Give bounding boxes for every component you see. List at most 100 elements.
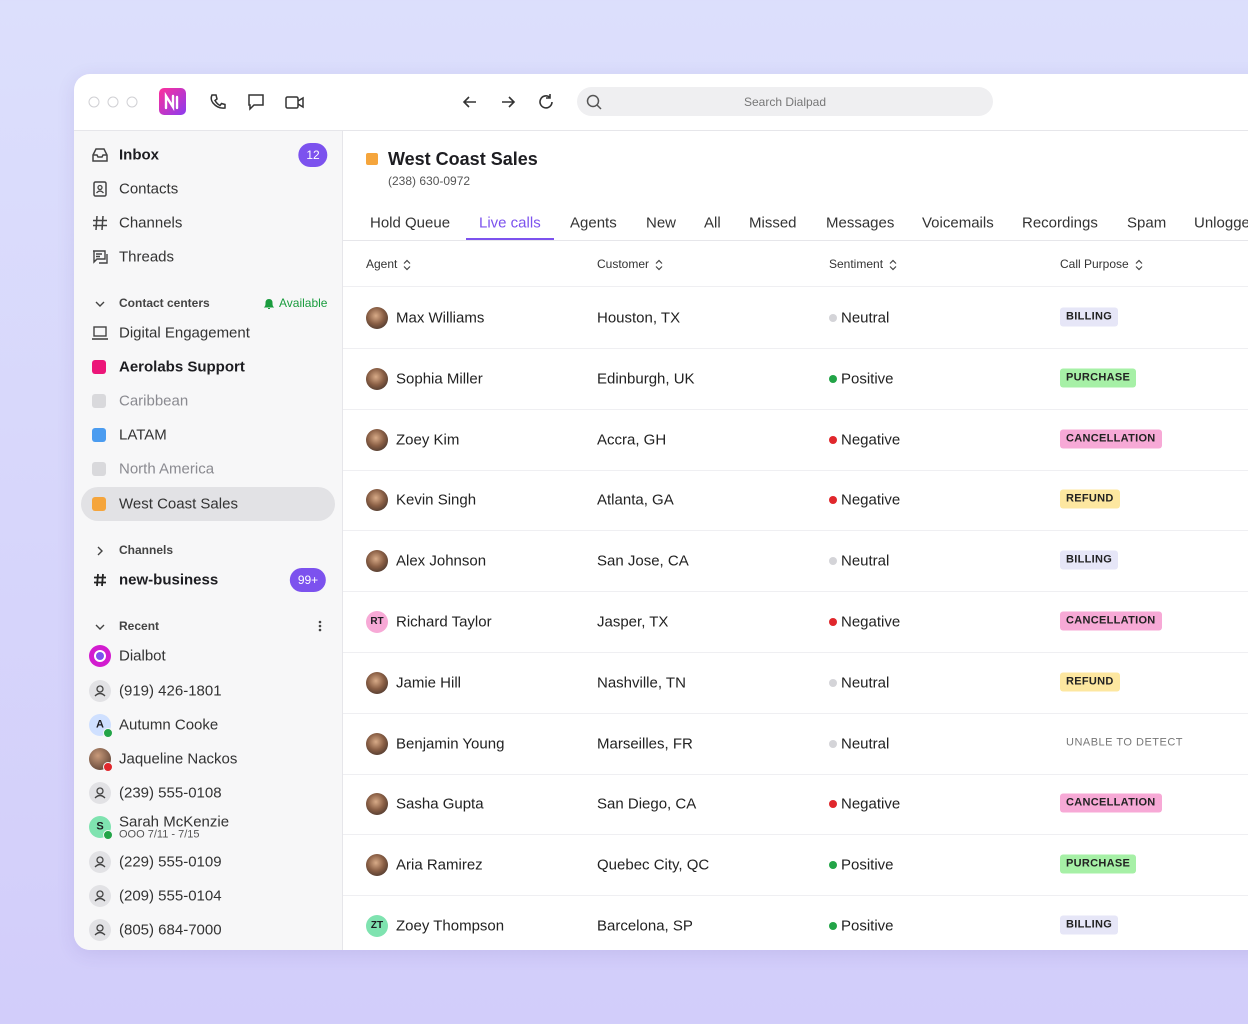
call-purpose: BILLING	[1060, 915, 1119, 935]
agent-name: Zoey Thompson	[396, 917, 505, 935]
agent-name: Jamie Hill	[396, 674, 462, 692]
sort-icon	[655, 258, 663, 271]
contact-avatar	[89, 782, 111, 804]
channel-item[interactable]: new-business	[119, 571, 219, 589]
nav-item[interactable]: Inbox	[119, 146, 159, 164]
row-divider	[343, 591, 1248, 593]
agent-name: Sasha Gupta	[396, 795, 484, 813]
sentiment: Neutral	[841, 309, 890, 327]
row-divider	[343, 408, 1248, 410]
header-title: West Coast Sales	[388, 149, 538, 169]
reload-button[interactable]	[536, 92, 556, 112]
center-item[interactable]: Aerolabs Support	[119, 358, 245, 376]
tab[interactable]: Recordings	[1022, 214, 1098, 232]
call-purpose: REFUND	[1060, 489, 1120, 509]
center-item[interactable]: Caribbean	[119, 392, 189, 410]
tab[interactable]: New	[646, 214, 677, 232]
recent-item[interactable]: (919) 426-1801	[119, 682, 222, 700]
tab[interactable]: Messages	[826, 214, 895, 232]
agent-name: Aria Ramirez	[396, 856, 483, 874]
badge: 12	[298, 143, 328, 167]
center-item[interactable]: Digital Engagement	[119, 324, 250, 342]
avatar-initials: S	[96, 820, 104, 833]
center-item[interactable]: West Coast Sales	[119, 495, 238, 513]
sentiment-dot	[829, 618, 837, 626]
sentiment-dot	[829, 314, 837, 322]
tab[interactable]: Voicemails	[922, 214, 994, 232]
tab[interactable]: Agents	[570, 214, 617, 232]
tab[interactable]: All	[704, 214, 721, 232]
recent-item[interactable]: Jaqueline Nackos	[119, 750, 238, 768]
sentiment: Neutral	[841, 674, 890, 692]
chevron	[94, 297, 106, 309]
column-header[interactable]: Customer	[597, 257, 650, 271]
customer: Houston, TX	[597, 309, 681, 327]
sentiment: Positive	[841, 370, 894, 388]
presence-dot	[103, 762, 113, 772]
row-divider	[343, 895, 1248, 897]
call-purpose: CANCELLATION	[1060, 611, 1162, 631]
nav-item[interactable]: Channels	[119, 214, 183, 232]
agent-name: Sophia Miller	[396, 370, 483, 388]
tab[interactable]: Missed	[749, 214, 797, 232]
sentiment: Neutral	[841, 735, 890, 753]
recent-item[interactable]: (805) 684-7000	[119, 921, 222, 939]
photo-avatar	[366, 307, 388, 329]
recent-item[interactable]: Sarah McKenzie	[119, 813, 230, 831]
search-box[interactable]: Search Dialpad	[577, 87, 993, 116]
tab[interactable]: Hold Queue	[370, 214, 451, 232]
agent-name: Richard Taylor	[396, 613, 492, 631]
forward-button[interactable]	[498, 92, 518, 112]
recent-item[interactable]: (209) 555-0104	[119, 887, 222, 905]
nav-icon	[91, 214, 109, 232]
avatar-initials: ZT	[370, 920, 384, 931]
customer: San Jose, CA	[597, 552, 689, 570]
nav-icon	[91, 146, 109, 164]
recent-item[interactable]: (229) 555-0109	[119, 853, 222, 871]
tab[interactable]: Unlogged	[1194, 214, 1248, 232]
call-purpose: CANCELLATION	[1060, 429, 1162, 449]
tab[interactable]: Live calls	[479, 214, 541, 232]
laptop-icon	[91, 324, 109, 342]
call-purpose: BILLING	[1060, 550, 1119, 570]
sentiment: Negative	[841, 795, 901, 813]
sentiment: Negative	[841, 431, 901, 449]
chat-icon[interactable]	[246, 92, 266, 112]
call-purpose: PURCHASE	[1060, 854, 1137, 874]
tab[interactable]: Spam	[1127, 214, 1167, 232]
bot-avatar	[89, 645, 111, 667]
photo-avatar	[366, 550, 388, 573]
photo-avatar	[366, 732, 388, 755]
nav-item[interactable]: Threads	[119, 248, 175, 266]
sidebar	[74, 131, 343, 950]
recent-item[interactable]: (239) 555-0108	[119, 784, 222, 802]
nav-item[interactable]: Contacts	[119, 180, 179, 198]
recent-item[interactable]: Autumn Cooke	[119, 716, 219, 734]
photo-avatar	[366, 671, 388, 694]
video-icon[interactable]	[284, 92, 306, 112]
sentiment-dot	[829, 435, 837, 444]
sentiment-dot	[829, 557, 837, 566]
status: Available	[279, 296, 328, 310]
contact-avatar	[89, 680, 111, 702]
back-button[interactable]	[460, 92, 480, 112]
column-header[interactable]: Sentiment	[829, 257, 884, 271]
row-divider	[343, 530, 1248, 532]
photo-avatar	[366, 367, 388, 390]
sentiment: Negative	[841, 613, 901, 631]
center-item[interactable]: LATAM	[119, 426, 167, 444]
customer: San Diego, CA	[597, 795, 697, 813]
agent-name: Benjamin Young	[396, 735, 505, 753]
center-color	[92, 462, 106, 476]
center-color	[92, 497, 106, 511]
recent-item[interactable]: Dialbot	[119, 647, 166, 665]
column-header[interactable]: Agent	[366, 257, 398, 271]
agent-name: Zoey Kim	[396, 431, 460, 449]
column-header[interactable]: Call Purpose	[1060, 257, 1129, 271]
phone-icon[interactable]	[208, 92, 228, 112]
center-item[interactable]: North America	[119, 460, 215, 478]
app-logo[interactable]	[159, 88, 186, 115]
hash-icon	[93, 573, 107, 587]
call-purpose: PURCHASE	[1060, 368, 1137, 388]
tabs-divider	[343, 240, 1248, 241]
